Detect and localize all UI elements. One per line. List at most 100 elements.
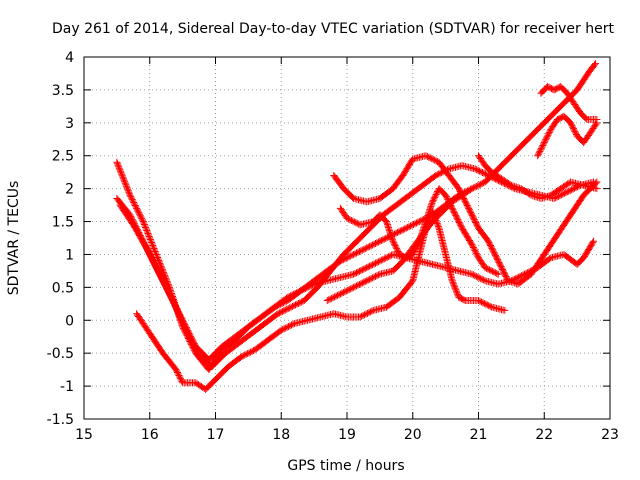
data-point bbox=[144, 230, 152, 238]
data-point bbox=[386, 228, 394, 236]
data-point bbox=[172, 366, 180, 374]
data-point bbox=[425, 208, 433, 216]
data-point bbox=[542, 193, 550, 201]
data-point bbox=[303, 284, 311, 292]
data-point bbox=[354, 248, 362, 256]
data-point bbox=[301, 284, 309, 292]
data-point bbox=[387, 231, 395, 239]
data-point bbox=[424, 211, 432, 219]
data-point bbox=[469, 242, 477, 250]
data-point bbox=[191, 345, 199, 353]
data-point bbox=[338, 289, 346, 297]
data-point bbox=[130, 200, 138, 208]
data-point bbox=[345, 286, 353, 294]
data-point bbox=[404, 223, 412, 231]
data-point bbox=[121, 179, 129, 187]
data-point bbox=[247, 348, 255, 356]
y-tick-label: -1 bbox=[60, 379, 74, 395]
data-point bbox=[360, 278, 368, 286]
data-point bbox=[164, 288, 172, 296]
data-point bbox=[377, 237, 385, 245]
data-point bbox=[289, 320, 297, 328]
data-point bbox=[355, 248, 363, 256]
data-point bbox=[329, 294, 337, 302]
data-point bbox=[361, 278, 369, 286]
data-point bbox=[284, 305, 292, 313]
data-point bbox=[306, 282, 314, 290]
data-point bbox=[412, 219, 420, 227]
data-point bbox=[429, 209, 437, 217]
y-tick-label: 3.5 bbox=[52, 83, 74, 99]
data-point bbox=[433, 189, 441, 197]
data-point bbox=[143, 227, 151, 235]
data-point bbox=[291, 301, 299, 309]
data-point bbox=[176, 313, 184, 321]
data-point bbox=[563, 188, 571, 196]
x-tick-label: 15 bbox=[75, 427, 93, 443]
data-point bbox=[145, 250, 153, 258]
data-point bbox=[146, 234, 154, 242]
data-series-track-4 bbox=[133, 208, 509, 393]
data-point bbox=[164, 286, 172, 294]
data-point bbox=[484, 265, 492, 273]
data-point bbox=[138, 215, 146, 223]
data-point bbox=[141, 222, 149, 230]
data-point bbox=[421, 219, 429, 227]
data-point bbox=[568, 122, 576, 130]
data-point bbox=[376, 237, 384, 245]
data-point bbox=[351, 283, 359, 291]
data-point bbox=[151, 246, 159, 254]
data-point bbox=[411, 220, 419, 228]
data-point bbox=[571, 128, 579, 136]
data-point bbox=[156, 272, 164, 280]
data-point bbox=[442, 191, 450, 199]
data-point bbox=[491, 269, 499, 277]
data-point bbox=[398, 226, 406, 234]
data-point bbox=[481, 264, 489, 272]
data-point bbox=[426, 205, 434, 213]
data-point bbox=[425, 153, 433, 161]
data-point bbox=[469, 271, 477, 279]
data-point bbox=[179, 319, 187, 327]
data-point bbox=[431, 192, 439, 200]
data-point bbox=[158, 275, 166, 283]
data-point bbox=[544, 192, 552, 200]
data-point bbox=[366, 275, 374, 283]
data-point bbox=[529, 192, 537, 200]
data-point bbox=[131, 201, 139, 209]
data-point bbox=[474, 252, 482, 260]
data-point bbox=[566, 186, 574, 194]
data-point bbox=[488, 267, 496, 275]
data-point bbox=[148, 256, 156, 264]
data-point bbox=[526, 190, 534, 198]
data-point bbox=[506, 277, 514, 285]
data-point bbox=[176, 374, 184, 382]
axis-ticks bbox=[83, 56, 611, 420]
data-point bbox=[405, 223, 413, 231]
data-point bbox=[287, 321, 295, 329]
data-point bbox=[560, 189, 568, 197]
data-point bbox=[467, 239, 475, 247]
data-point bbox=[545, 192, 553, 200]
data-point bbox=[393, 246, 401, 254]
data-point bbox=[562, 189, 570, 197]
data-point bbox=[538, 143, 546, 151]
data-point bbox=[452, 287, 460, 295]
data-point bbox=[143, 245, 151, 253]
data-point bbox=[153, 252, 161, 260]
data-point bbox=[171, 302, 179, 310]
data-point bbox=[189, 341, 197, 349]
data-point bbox=[539, 194, 547, 202]
x-tick-label: 23 bbox=[601, 427, 619, 443]
data-point bbox=[355, 267, 363, 275]
data-point bbox=[431, 156, 439, 164]
data-point bbox=[293, 289, 301, 297]
data-point bbox=[428, 199, 436, 207]
data-point bbox=[442, 193, 450, 201]
data-point bbox=[360, 265, 368, 273]
data-point bbox=[154, 253, 162, 261]
data-point bbox=[146, 251, 154, 259]
data-point bbox=[480, 299, 488, 307]
data-point bbox=[287, 303, 295, 311]
data-point bbox=[344, 286, 352, 294]
